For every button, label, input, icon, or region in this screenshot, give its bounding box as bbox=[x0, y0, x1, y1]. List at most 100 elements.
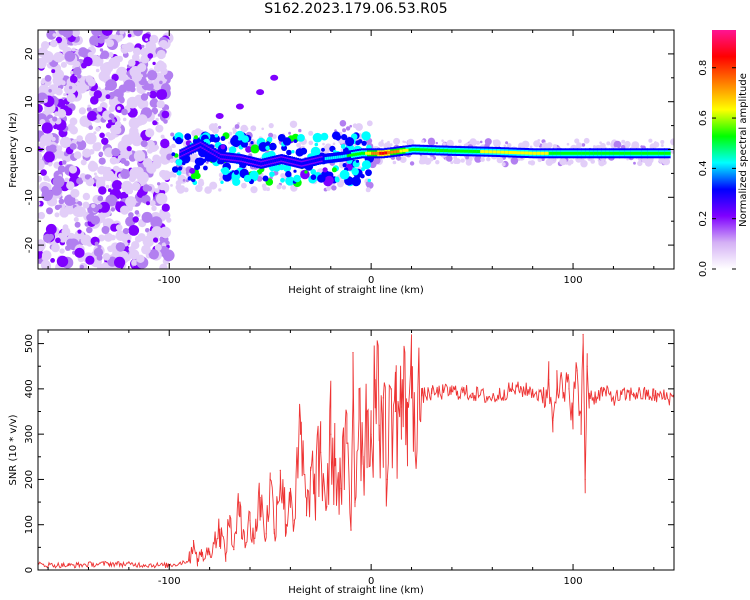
snr-point bbox=[196, 558, 199, 560]
blotch bbox=[297, 134, 305, 142]
noise-speck bbox=[147, 53, 154, 59]
snr-axes: -100 0 100 0 100 200 300 400 500 bbox=[24, 330, 674, 587]
noise-speck bbox=[131, 71, 143, 82]
blotch bbox=[339, 169, 350, 180]
blotch bbox=[194, 172, 201, 180]
haze-speck bbox=[204, 186, 212, 194]
trace-core bbox=[624, 151, 631, 155]
trace-core bbox=[488, 150, 493, 154]
noise-speck bbox=[123, 254, 132, 262]
haze-speck bbox=[352, 123, 358, 128]
noise-speck bbox=[108, 52, 114, 58]
noise-speck bbox=[119, 30, 125, 35]
trace-core bbox=[260, 162, 263, 166]
noise-speck bbox=[93, 172, 97, 176]
noise-speck bbox=[141, 222, 146, 226]
snr-point bbox=[390, 388, 392, 390]
trace-core bbox=[203, 145, 207, 149]
noise-speck bbox=[42, 126, 48, 132]
colorbar-ticks: 0.0 0.2 0.4 0.6 0.8 bbox=[698, 60, 736, 277]
snr-panel: -100 0 100 0 100 200 300 400 500 Height of strai… bbox=[8, 329, 675, 596]
noise-speck bbox=[161, 110, 170, 119]
trace-core bbox=[243, 158, 247, 162]
haze-speck bbox=[559, 157, 567, 166]
noise-speck bbox=[99, 132, 105, 139]
snr-point bbox=[653, 395, 655, 397]
noise-speck bbox=[38, 152, 42, 160]
snr-point bbox=[299, 433, 302, 435]
blotch bbox=[285, 170, 292, 178]
haze-speck bbox=[232, 127, 237, 132]
haze-speck bbox=[480, 157, 485, 162]
blotch bbox=[241, 135, 249, 143]
trace-core bbox=[179, 152, 182, 156]
noise-speck bbox=[105, 194, 118, 207]
noise-speck bbox=[136, 114, 148, 125]
trace-core bbox=[560, 151, 566, 155]
snr-point bbox=[334, 465, 336, 467]
trace-core bbox=[191, 147, 194, 150]
noise-speck bbox=[41, 189, 53, 202]
blotch bbox=[314, 142, 319, 147]
snr-point bbox=[219, 528, 221, 530]
noise-speck bbox=[105, 94, 111, 100]
snr-point bbox=[354, 501, 356, 503]
noise-speck bbox=[47, 233, 55, 241]
blotch bbox=[187, 176, 192, 181]
blotch bbox=[340, 144, 346, 149]
snr-point bbox=[340, 487, 342, 490]
trace-core bbox=[504, 150, 509, 154]
noise-speck bbox=[71, 30, 80, 37]
noise-speck bbox=[78, 107, 86, 115]
noise-speck bbox=[103, 232, 113, 242]
trace-core bbox=[480, 150, 485, 154]
noise-speck bbox=[97, 195, 104, 202]
noise-speck bbox=[87, 104, 91, 108]
blotch bbox=[269, 171, 275, 177]
x-tick-label: -100 bbox=[158, 275, 181, 286]
trace-core bbox=[296, 161, 299, 165]
haze-speck bbox=[183, 187, 189, 193]
trace-core bbox=[581, 151, 586, 155]
trace-core bbox=[569, 151, 574, 155]
haze-speck bbox=[583, 137, 590, 144]
snr-point bbox=[532, 390, 534, 392]
trace-core bbox=[314, 159, 318, 162]
trace-core bbox=[472, 149, 477, 153]
trace-core bbox=[402, 149, 406, 153]
haze-speck bbox=[421, 139, 425, 143]
snr-point bbox=[588, 392, 590, 394]
noise-speck bbox=[122, 228, 130, 235]
noise-speck bbox=[160, 67, 168, 76]
blotch bbox=[220, 144, 226, 150]
trace-core bbox=[411, 148, 417, 151]
blotch bbox=[332, 131, 341, 140]
noise-speck bbox=[52, 33, 57, 37]
noise-speck bbox=[73, 151, 82, 160]
blotch bbox=[358, 139, 363, 144]
haze-speck bbox=[175, 180, 182, 186]
snr-point bbox=[362, 456, 364, 458]
y-tick-label: -20 bbox=[24, 237, 35, 253]
haze-speck bbox=[403, 140, 407, 144]
noise-speck bbox=[157, 60, 164, 66]
trace-core bbox=[377, 151, 380, 155]
haze-speck bbox=[506, 143, 512, 148]
trace-core bbox=[221, 155, 225, 159]
noise-speck bbox=[93, 131, 97, 135]
snr-ylabel: SNR (10 * v/v) bbox=[8, 414, 19, 485]
trace-core bbox=[334, 155, 338, 159]
trace-core bbox=[266, 160, 269, 164]
noise-speck bbox=[88, 125, 93, 130]
noise-speck bbox=[76, 177, 84, 185]
colorbar-tick-label: 0.2 bbox=[698, 211, 709, 227]
haze-speck bbox=[271, 134, 277, 139]
trace-core bbox=[512, 151, 518, 155]
haze-speck bbox=[209, 181, 218, 190]
noise-speck bbox=[89, 160, 96, 168]
noise-speck bbox=[54, 149, 64, 159]
haze-speck bbox=[574, 138, 580, 144]
noise-speck bbox=[43, 175, 50, 182]
haze-speck bbox=[268, 123, 274, 129]
haze-speck bbox=[395, 155, 402, 161]
